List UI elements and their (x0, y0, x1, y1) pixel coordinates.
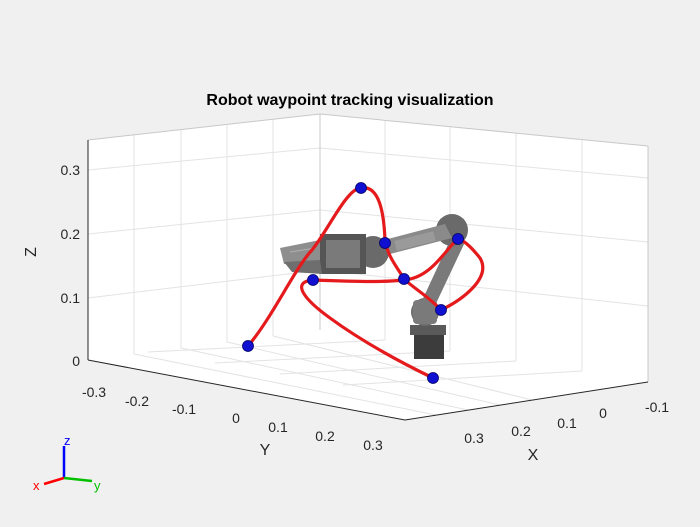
x-axis-ticks: 0.3 0.2 0.1 0 -0.1 (464, 399, 669, 446)
robot-base (414, 333, 444, 359)
robot-gripper-finger-lower (284, 260, 322, 274)
triad-x-axis (43, 476, 65, 486)
axes-front-edges (87, 140, 649, 421)
robot-arm-model (280, 214, 468, 359)
x-tick-label: 0 (599, 405, 607, 421)
y-tick-label: 0.1 (268, 419, 288, 435)
waypoint-marker[interactable] (452, 233, 464, 245)
waypoint-marker[interactable] (398, 273, 410, 285)
waypoint-marker[interactable] (435, 304, 447, 316)
waypoint-markers (242, 182, 464, 384)
waypoint-marker[interactable] (242, 340, 254, 352)
trajectory-path (246, 186, 485, 380)
z-axis-ticks: 0.3 0.2 0.1 0 (61, 162, 81, 369)
plot-title: Robot waypoint tracking visualization (206, 92, 494, 109)
z-tick-label: 0.2 (61, 226, 81, 242)
robot-base-top (410, 325, 446, 335)
z-axis-label: Z (23, 247, 40, 257)
y-tick-label: -0.3 (82, 384, 106, 400)
y-tick-label: 0.2 (315, 428, 335, 444)
x-tick-label: 0.2 (511, 423, 531, 439)
z-tick-label: 0.3 (61, 162, 81, 178)
z-tick-label: 0 (72, 353, 80, 369)
robot-gripper-finger (280, 240, 320, 264)
waypoint-marker[interactable] (427, 372, 439, 384)
y-tick-label: 0.3 (363, 437, 383, 453)
y-axis-label: Y (260, 442, 271, 459)
x-axis-label: X (528, 447, 539, 464)
grid-lines (87, 119, 649, 416)
y-tick-label: 0 (232, 410, 240, 426)
y-tick-label: -0.2 (125, 393, 149, 409)
z-tick-label: 0.1 (61, 290, 81, 306)
x-tick-label: 0.3 (464, 430, 484, 446)
triad-y-label: y (94, 478, 101, 493)
robot-gripper-plate (326, 240, 360, 268)
y-tick-label: -0.1 (172, 401, 196, 417)
x-tick-label: -0.1 (645, 399, 669, 415)
triad-z-label: z (64, 433, 71, 448)
robot-upper-link (420, 236, 465, 312)
waypoint-marker[interactable] (379, 237, 391, 249)
waypoint-marker[interactable] (307, 274, 319, 286)
y-axis-ticks: -0.3 -0.2 -0.1 0 0.1 0.2 0.3 (82, 384, 383, 453)
waypoint-marker[interactable] (355, 182, 367, 194)
triad-x-label: x (33, 478, 40, 493)
triad-y-axis (63, 476, 93, 483)
x-tick-label: 0.1 (557, 415, 577, 431)
axes-orientation-triad: z x y (33, 433, 101, 493)
robot-forearm-shaft (394, 231, 436, 251)
